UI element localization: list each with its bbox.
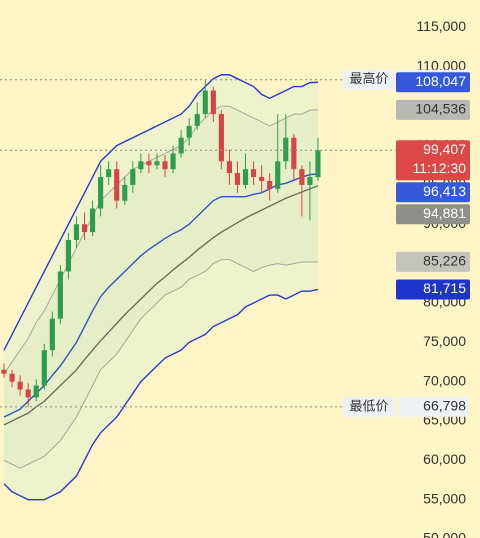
- y-tick-label: 110,000: [416, 58, 466, 74]
- candle-body: [194, 114, 200, 126]
- extreme-bg: [343, 69, 395, 90]
- band-line: [3, 74, 319, 351]
- candle-body: [65, 239, 72, 272]
- candle-body: [259, 177, 265, 181]
- candle-body: [73, 224, 80, 240]
- candle-body: [178, 137, 184, 154]
- price-tag-label: 99,407: [423, 141, 466, 157]
- band-line: [3, 288, 319, 501]
- candle-body: [138, 161, 144, 170]
- candle-body: [130, 169, 136, 185]
- candle-body: [299, 169, 305, 185]
- candle-body: [146, 161, 152, 166]
- extreme-bg: [399, 396, 469, 417]
- band-line: [3, 173, 319, 418]
- candle-body: [250, 169, 257, 178]
- extreme-value: 66,798: [423, 398, 466, 414]
- price-tag: [396, 251, 470, 272]
- y-tick-label: 60,000: [423, 451, 466, 467]
- y-tick-label: 75,000: [423, 333, 466, 349]
- price-tag-label: 96,413: [423, 183, 466, 199]
- candle-body: [114, 169, 120, 201]
- candle-body: [307, 177, 313, 185]
- candle-body: [202, 90, 208, 115]
- y-tick-label: 115,000: [416, 18, 466, 34]
- price-tag-label: 104,536: [415, 101, 466, 117]
- candle-body: [154, 161, 160, 166]
- price-tag: [396, 140, 470, 181]
- candle-body: [33, 385, 39, 398]
- extreme-bg: [343, 396, 395, 417]
- candle-body: [291, 137, 297, 170]
- candle-body: [98, 177, 104, 209]
- price-tag-label: 108,047: [415, 73, 466, 89]
- candle-body: [283, 137, 289, 162]
- band-line: [3, 105, 318, 375]
- candle-body: [162, 161, 168, 170]
- candle-body: [57, 271, 63, 319]
- candle-body: [1, 369, 7, 374]
- price-tag: [396, 99, 470, 120]
- candle-body: [210, 90, 216, 115]
- band-line: [3, 185, 319, 426]
- candle-body: [218, 114, 224, 162]
- candle-body: [49, 318, 55, 351]
- candle-body: [267, 180, 273, 189]
- candle-body: [81, 224, 88, 233]
- candle-body: [242, 169, 249, 185]
- y-tick-label: 70,000: [423, 372, 466, 388]
- candle-body: [89, 208, 96, 233]
- y-tick-label: 50,000: [423, 530, 466, 538]
- candle-body: [315, 150, 321, 178]
- candle-body: [226, 161, 233, 174]
- price-tag: [396, 279, 470, 300]
- candle-body: [41, 350, 47, 386]
- candle-body: [275, 161, 281, 189]
- price-tag-label: 85,226: [423, 253, 466, 269]
- price-tag: [396, 182, 470, 203]
- price-tag-label: 94,881: [423, 205, 466, 221]
- candle-body: [17, 381, 23, 390]
- candle-body: [122, 184, 128, 201]
- candle-body: [9, 373, 15, 382]
- candle-body: [234, 173, 241, 185]
- y-tick-label: 55,000: [423, 490, 466, 506]
- extreme-name: 最高价: [349, 71, 388, 86]
- candle-body: [25, 389, 31, 398]
- candle-body: [106, 169, 112, 178]
- price-tag: [396, 204, 470, 225]
- band-line: [3, 259, 318, 469]
- price-tag-label: 81,715: [423, 280, 466, 296]
- candle-body: [186, 125, 192, 138]
- price-tag-time: 11:12:30: [413, 160, 467, 176]
- price-tag: [396, 72, 470, 93]
- extreme-name: 最低价: [349, 398, 388, 413]
- candle-body: [170, 153, 176, 170]
